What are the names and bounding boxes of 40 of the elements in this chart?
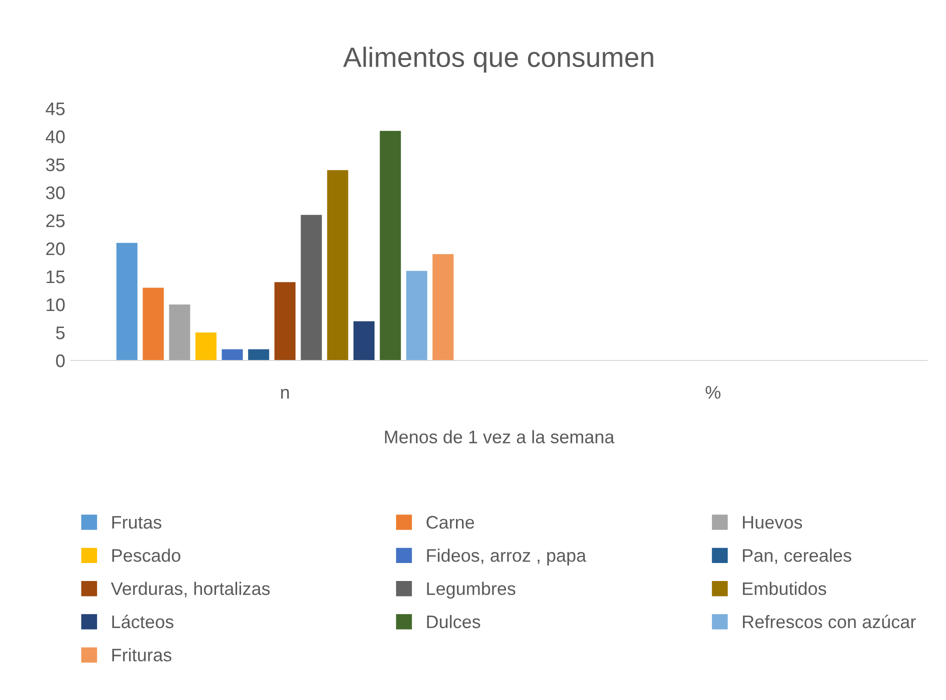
bar — [142, 288, 164, 360]
legend-label: Dulces — [427, 614, 480, 628]
legend-label: Frutas — [112, 516, 162, 529]
y-tick-label: 15 — [46, 270, 65, 284]
x-tick-label: % — [706, 386, 720, 399]
legend-label: Fideos, arroz , papa — [427, 548, 586, 566]
bar — [353, 321, 375, 360]
legend-label: Pescado — [112, 548, 180, 562]
bar — [195, 332, 216, 360]
y-tick-label: 30 — [46, 186, 65, 200]
bar — [432, 254, 454, 360]
legend-label: Frituras — [112, 648, 172, 662]
bar — [380, 130, 401, 360]
y-tick-label: 5 — [56, 326, 65, 340]
y-tick-label: 40 — [46, 130, 65, 144]
y-tick-label: 45 — [46, 102, 65, 116]
bar — [169, 304, 190, 360]
legend-label: Refrescos con azúcar — [742, 614, 916, 628]
legend-label: Lácteos — [112, 614, 174, 628]
bar — [300, 214, 322, 360]
legend-label: Carne — [426, 516, 474, 529]
bar — [116, 242, 138, 360]
legend-label: Legumbres — [427, 582, 516, 599]
legend-label: Embutidos — [742, 582, 826, 596]
bar — [327, 170, 348, 360]
y-tick-label: 10 — [46, 298, 65, 312]
y-tick-label: 25 — [46, 214, 65, 228]
x-axis-title: Menos de 1 vez a la semana — [385, 430, 614, 444]
y-tick-label: 0 — [56, 354, 65, 368]
bar — [406, 270, 428, 360]
y-tick-label: 35 — [46, 158, 65, 172]
bar — [222, 349, 243, 360]
chart-title: Alimentos que consumen — [343, 46, 654, 73]
x-tick-label: n — [281, 388, 289, 399]
y-tick-label: 20 — [46, 242, 65, 256]
legend-label: Huevos — [742, 516, 802, 529]
legend-label: Verduras, hortalizas — [110, 582, 270, 598]
bar — [274, 282, 296, 360]
legend-label: Pan, cereales — [742, 548, 852, 564]
bar — [248, 349, 270, 360]
